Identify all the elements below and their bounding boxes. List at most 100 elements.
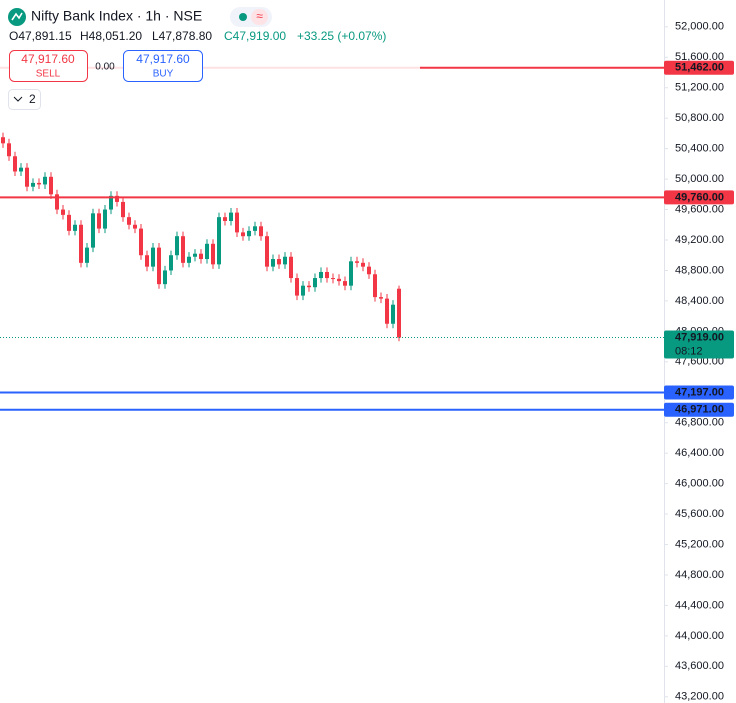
candle-body (319, 271, 323, 279)
candle-body (157, 247, 161, 285)
candle-body (397, 288, 401, 338)
buy-button[interactable] (123, 50, 203, 82)
candle-body (337, 278, 341, 282)
candle-body (31, 182, 35, 187)
candle-body (301, 285, 305, 296)
candle-body (331, 278, 335, 280)
candle-body (55, 194, 59, 210)
candle-body (367, 266, 371, 275)
candle-body (163, 270, 167, 285)
price-tag-label: 51,462.00 (675, 62, 724, 74)
price-tag-label: 47,919.00 (675, 331, 724, 343)
spread: 0.00 (95, 62, 115, 73)
candle-body (151, 247, 155, 267)
candle-body (133, 224, 137, 229)
status-dot (239, 13, 247, 21)
candle-body (307, 285, 311, 288)
symbol-icon-glyph (11, 12, 23, 21)
candle-body (355, 261, 359, 263)
y-tick-label: 51,200.00 (675, 82, 724, 94)
candle-body (13, 156, 17, 172)
y-tick-label: 44,800.00 (675, 569, 724, 581)
candle-body (211, 243, 215, 265)
sell-button[interactable] (9, 50, 88, 82)
y-tick-label: 50,000.00 (675, 173, 724, 185)
price-tag (664, 385, 734, 400)
ohlc: O47,891.15 H48,051.20 L47,878.80 C47,919… (9, 29, 386, 43)
candle-body (235, 212, 239, 233)
title: Nifty Bank Index · 1h · NSE (31, 8, 202, 24)
layout-toggle[interactable] (8, 89, 41, 110)
buy-price: 47,917.60 (136, 52, 190, 66)
candle-body (79, 224, 83, 263)
price-tag (664, 60, 734, 75)
candle-body (199, 253, 203, 260)
candle-body (103, 209, 107, 229)
y-tick-label: 43,600.00 (675, 660, 724, 672)
change: +33.25 (+0.07%) (297, 29, 386, 43)
candle-body (7, 143, 11, 157)
chevron (13, 96, 23, 102)
symbol-icon (8, 8, 26, 26)
y-tick-label: 44,000.00 (675, 630, 724, 642)
candle-body (121, 201, 125, 218)
candle-body (241, 232, 245, 237)
y-tick-label: 50,400.00 (675, 143, 724, 155)
candle-body (127, 217, 131, 225)
candle-body (91, 213, 95, 248)
candle-body (193, 253, 197, 257)
candle-body (391, 304, 395, 324)
open: O47,891.15 (9, 29, 72, 43)
y-tick-label: 51,600.00 (675, 51, 724, 63)
price-tag (664, 402, 734, 417)
candle-body (343, 281, 347, 286)
candle-body (385, 298, 389, 324)
price-tag-label: 47,197.00 (675, 386, 724, 398)
candle-body (205, 243, 209, 260)
candle-body (259, 226, 263, 237)
status-badge (251, 9, 268, 25)
candle-body (361, 262, 365, 267)
y-tick-label: 48,400.00 (675, 295, 724, 307)
candle-body (295, 278, 299, 296)
candle-body (139, 228, 143, 256)
high: H48,051.20 (80, 29, 142, 43)
price-tag (664, 190, 734, 205)
legend-header: Nifty Bank Index · 1h · NSE ≈ O47,891.15… (0, 0, 420, 112)
price-tag-label: 49,760.00 (675, 191, 724, 203)
candle-body (217, 217, 221, 265)
buy-label: BUY (153, 69, 174, 80)
y-tick-label: 46,400.00 (675, 447, 724, 459)
candle-body (373, 274, 377, 298)
candle-body (283, 256, 287, 265)
candle-body (379, 297, 383, 299)
candle-body (349, 261, 353, 286)
y-tick-label: 46,800.00 (675, 417, 724, 429)
candle-body (277, 259, 281, 265)
y-tick-label: 43,200.00 (675, 691, 724, 703)
low: L47,878.80 (152, 29, 212, 43)
y-tick-label: 45,200.00 (675, 538, 724, 550)
candle-body (115, 195, 119, 202)
candle-body (229, 212, 233, 221)
layout-count: 2 (29, 92, 36, 106)
candle-body (43, 176, 47, 185)
candle-body (109, 195, 113, 210)
candle-body (169, 255, 173, 271)
y-tick-label: 48,800.00 (675, 264, 724, 276)
sell-price: 47,917.60 (21, 52, 75, 66)
candle-body (85, 247, 89, 263)
candle-body (181, 236, 185, 263)
candle-body (253, 226, 257, 231)
candle-body (61, 209, 65, 215)
plot-area (0, 66, 664, 411)
candle-body (187, 256, 191, 263)
price-tag-label: 46,971.00 (675, 404, 724, 416)
candle-body (175, 236, 179, 256)
y-tick-label: 44,400.00 (675, 599, 724, 611)
candle-body (19, 167, 23, 172)
sell-label: SELL (36, 69, 61, 80)
candle-body (49, 176, 53, 195)
